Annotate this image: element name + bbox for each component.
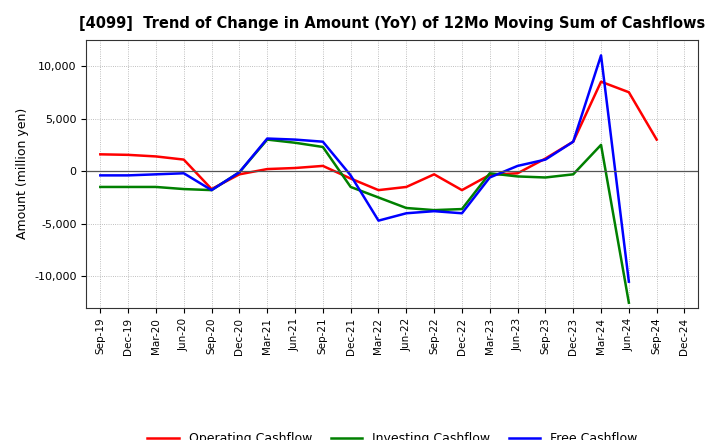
Investing Cashflow bbox=[430, 208, 438, 213]
Free Cashflow bbox=[402, 211, 410, 216]
Y-axis label: Amount (million yen): Amount (million yen) bbox=[16, 108, 29, 239]
Line: Free Cashflow: Free Cashflow bbox=[100, 55, 629, 282]
Operating Cashflow bbox=[235, 172, 243, 177]
Operating Cashflow bbox=[374, 187, 383, 193]
Free Cashflow bbox=[569, 139, 577, 144]
Investing Cashflow bbox=[179, 187, 188, 192]
Title: [4099]  Trend of Change in Amount (YoY) of 12Mo Moving Sum of Cashflows: [4099] Trend of Change in Amount (YoY) o… bbox=[79, 16, 706, 32]
Operating Cashflow bbox=[263, 166, 271, 172]
Operating Cashflow bbox=[96, 152, 104, 157]
Line: Operating Cashflow: Operating Cashflow bbox=[100, 82, 657, 190]
Free Cashflow bbox=[513, 163, 522, 169]
Operating Cashflow bbox=[179, 157, 188, 162]
Operating Cashflow bbox=[152, 154, 161, 159]
Free Cashflow bbox=[485, 175, 494, 180]
Investing Cashflow bbox=[96, 184, 104, 190]
Line: Investing Cashflow: Investing Cashflow bbox=[100, 139, 629, 303]
Investing Cashflow bbox=[485, 171, 494, 176]
Operating Cashflow bbox=[291, 165, 300, 171]
Operating Cashflow bbox=[541, 156, 550, 161]
Investing Cashflow bbox=[597, 142, 606, 147]
Free Cashflow bbox=[291, 137, 300, 142]
Investing Cashflow bbox=[569, 172, 577, 177]
Operating Cashflow bbox=[207, 187, 216, 192]
Operating Cashflow bbox=[124, 152, 132, 158]
Investing Cashflow bbox=[346, 184, 355, 190]
Free Cashflow bbox=[318, 139, 327, 144]
Legend: Operating Cashflow, Investing Cashflow, Free Cashflow: Operating Cashflow, Investing Cashflow, … bbox=[143, 427, 642, 440]
Free Cashflow bbox=[430, 209, 438, 214]
Investing Cashflow bbox=[624, 300, 633, 305]
Free Cashflow bbox=[152, 172, 161, 177]
Investing Cashflow bbox=[318, 144, 327, 150]
Free Cashflow bbox=[207, 187, 216, 193]
Free Cashflow bbox=[235, 169, 243, 175]
Free Cashflow bbox=[541, 157, 550, 162]
Investing Cashflow bbox=[263, 137, 271, 142]
Investing Cashflow bbox=[291, 140, 300, 145]
Free Cashflow bbox=[597, 53, 606, 58]
Operating Cashflow bbox=[624, 90, 633, 95]
Investing Cashflow bbox=[513, 174, 522, 179]
Operating Cashflow bbox=[597, 79, 606, 84]
Free Cashflow bbox=[96, 173, 104, 178]
Investing Cashflow bbox=[402, 205, 410, 211]
Free Cashflow bbox=[179, 171, 188, 176]
Free Cashflow bbox=[346, 173, 355, 178]
Free Cashflow bbox=[263, 136, 271, 141]
Operating Cashflow bbox=[458, 187, 467, 193]
Investing Cashflow bbox=[207, 187, 216, 193]
Investing Cashflow bbox=[152, 184, 161, 190]
Operating Cashflow bbox=[513, 171, 522, 176]
Operating Cashflow bbox=[569, 139, 577, 144]
Operating Cashflow bbox=[652, 137, 661, 142]
Investing Cashflow bbox=[374, 195, 383, 200]
Free Cashflow bbox=[624, 279, 633, 284]
Operating Cashflow bbox=[318, 163, 327, 169]
Free Cashflow bbox=[124, 173, 132, 178]
Operating Cashflow bbox=[402, 184, 410, 190]
Investing Cashflow bbox=[541, 175, 550, 180]
Operating Cashflow bbox=[485, 172, 494, 177]
Free Cashflow bbox=[458, 211, 467, 216]
Free Cashflow bbox=[374, 218, 383, 223]
Operating Cashflow bbox=[346, 176, 355, 181]
Investing Cashflow bbox=[124, 184, 132, 190]
Operating Cashflow bbox=[430, 172, 438, 177]
Investing Cashflow bbox=[235, 169, 243, 175]
Investing Cashflow bbox=[458, 206, 467, 212]
